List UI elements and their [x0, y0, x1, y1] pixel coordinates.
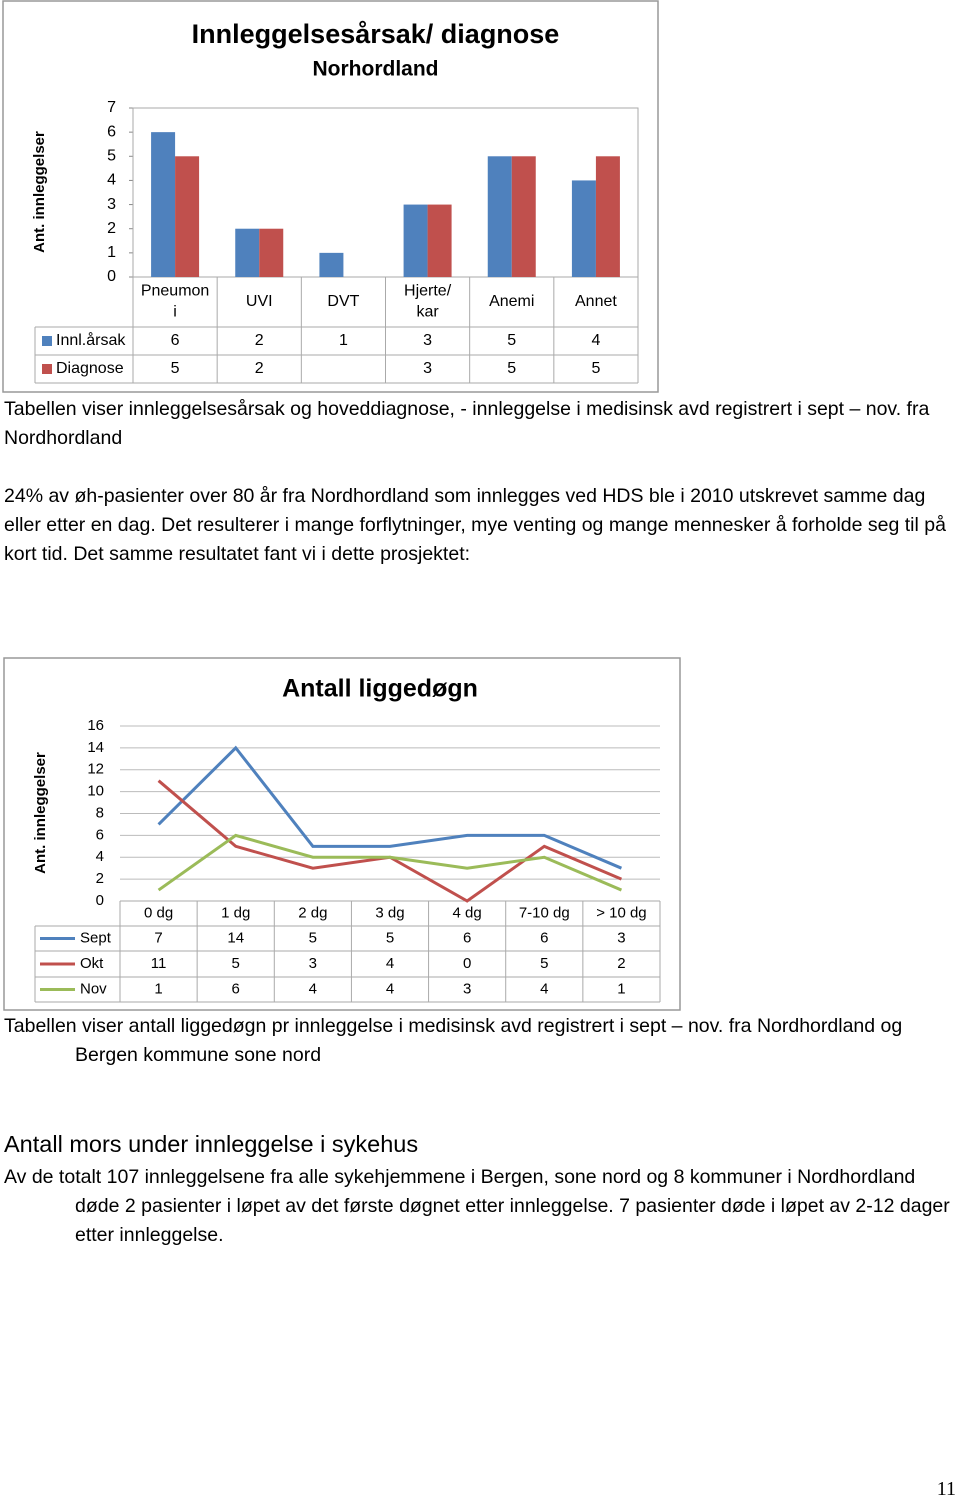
x-tick-label: 1 dg: [221, 904, 250, 921]
chart-frame: [3, 657, 681, 1011]
bar: [235, 228, 260, 277]
bar: [427, 204, 452, 277]
paragraph: 24% av øh-pasienter over 80 år fra Nordh…: [4, 485, 946, 565]
table-cell: 3: [617, 929, 625, 946]
table-cell: 2: [255, 332, 264, 349]
table-cell: 5: [507, 360, 516, 377]
bar: [259, 228, 284, 277]
line: [157, 745, 623, 870]
table-cell: 3: [423, 332, 432, 349]
legend-label: Sept: [80, 929, 112, 946]
bar: [151, 132, 176, 277]
y-tick-label: 4: [107, 172, 116, 189]
table-cell: 3: [309, 955, 317, 972]
y-tick-label: 3: [107, 196, 116, 213]
chart-subtitle: Norhordland: [313, 58, 439, 81]
chart: Innleggelsesårsak/ diagnose Norhordland An…: [2, 0, 659, 393]
legend-label: Nov: [80, 980, 107, 997]
table-cell: 3: [423, 360, 432, 377]
table-cell: 1: [154, 980, 162, 997]
x-tick-label: Pneumon i: [141, 283, 210, 321]
y-tick-label: 12: [87, 761, 104, 778]
table-cell: 4: [386, 955, 394, 972]
table-cell: 7: [154, 929, 162, 946]
table-cell: 5: [232, 955, 240, 972]
heading: Antall mors under innleggelse i sykehus: [4, 1131, 419, 1157]
y-tick-label: 1: [107, 244, 116, 261]
table-cell: 1: [339, 332, 348, 349]
table-cell: 5: [507, 332, 516, 349]
legend-swatch: [42, 364, 52, 374]
table-cell: 14: [227, 929, 244, 946]
legend-label: Okt: [80, 955, 104, 972]
table-cell: 4: [309, 980, 317, 997]
table-cell: 3: [463, 980, 471, 997]
table-cell: 5: [591, 360, 600, 377]
y-tick-label: 16: [87, 717, 104, 734]
table-cell: 6: [171, 332, 180, 349]
line: [157, 833, 623, 892]
caption: Tabellen viser innleggelsesårsak og hove…: [4, 398, 930, 449]
table-cell: 5: [171, 360, 180, 377]
table-cell: 2: [255, 360, 264, 377]
legend-label: Diagnose: [56, 360, 124, 377]
table-cell: 5: [386, 929, 394, 946]
legend-swatch: [42, 336, 52, 346]
table-cell: 4: [540, 980, 548, 997]
x-tick-label: 3 dg: [375, 904, 404, 921]
table-cell: 6: [463, 929, 471, 946]
x-tick-label: Hjerte/kar: [404, 283, 452, 321]
bar: [595, 156, 620, 277]
bar: [511, 156, 536, 277]
table-cell: 1: [617, 980, 625, 997]
y-tick-label: 2: [96, 870, 104, 887]
table-cell: 6: [540, 929, 548, 946]
table-cell: 4: [386, 980, 394, 997]
table-cell: 2: [617, 955, 625, 972]
x-tick-label: DVT: [327, 293, 359, 310]
paragraph: Av de totalt 107 innleggelsene fra alle …: [4, 1166, 950, 1246]
table-cell: 5: [540, 955, 548, 972]
bar: [319, 252, 344, 277]
table-cell: 4: [591, 332, 600, 349]
bar: [175, 156, 200, 277]
bar: [571, 180, 596, 277]
y-tick-label: 5: [107, 148, 116, 165]
legend-label: Innl.årsak: [56, 331, 126, 349]
table-cell: 5: [309, 929, 317, 946]
caption: Tabellen viser antall liggedøgn pr innle…: [4, 1015, 903, 1066]
y-tick-label: 6: [107, 123, 116, 140]
x-tick-label: Annet: [575, 293, 617, 310]
table-cell: 11: [151, 955, 167, 972]
x-tick-label: 4 dg: [453, 904, 482, 921]
y-tick-label: 6: [96, 826, 104, 843]
bar: [403, 204, 428, 277]
table-cell: 0: [463, 955, 471, 972]
chart-title: Innleggelsesårsak/ diagnose: [192, 19, 560, 49]
y-tick-label: 7: [107, 99, 116, 116]
x-tick-label: 2 dg: [298, 904, 327, 921]
x-tick-label: > 10 dg: [596, 904, 646, 921]
bar: [487, 156, 512, 277]
y-tick-label: 2: [107, 220, 116, 237]
y-tick-label: 0: [96, 892, 104, 909]
y-tick-label: 8: [96, 804, 104, 821]
y-tick-label: 0: [107, 268, 116, 285]
y-axis-label: Ant. innleggelser: [32, 752, 49, 874]
x-tick-label: 0 dg: [144, 904, 173, 921]
y-tick-label: 4: [96, 848, 104, 865]
x-tick-label: Anemi: [489, 293, 534, 310]
y-tick-label: 14: [87, 739, 104, 756]
y-tick-label: 10: [87, 783, 104, 800]
y-axis-label: Ant. innleggelser: [31, 131, 48, 253]
x-tick-label: UVI: [246, 293, 273, 310]
x-tick-label: 7-10 dg: [519, 904, 570, 921]
chart-title: Antall liggedøgn: [282, 675, 478, 703]
page-number: 11: [936, 1478, 956, 1500]
table-cell: 6: [232, 980, 240, 997]
